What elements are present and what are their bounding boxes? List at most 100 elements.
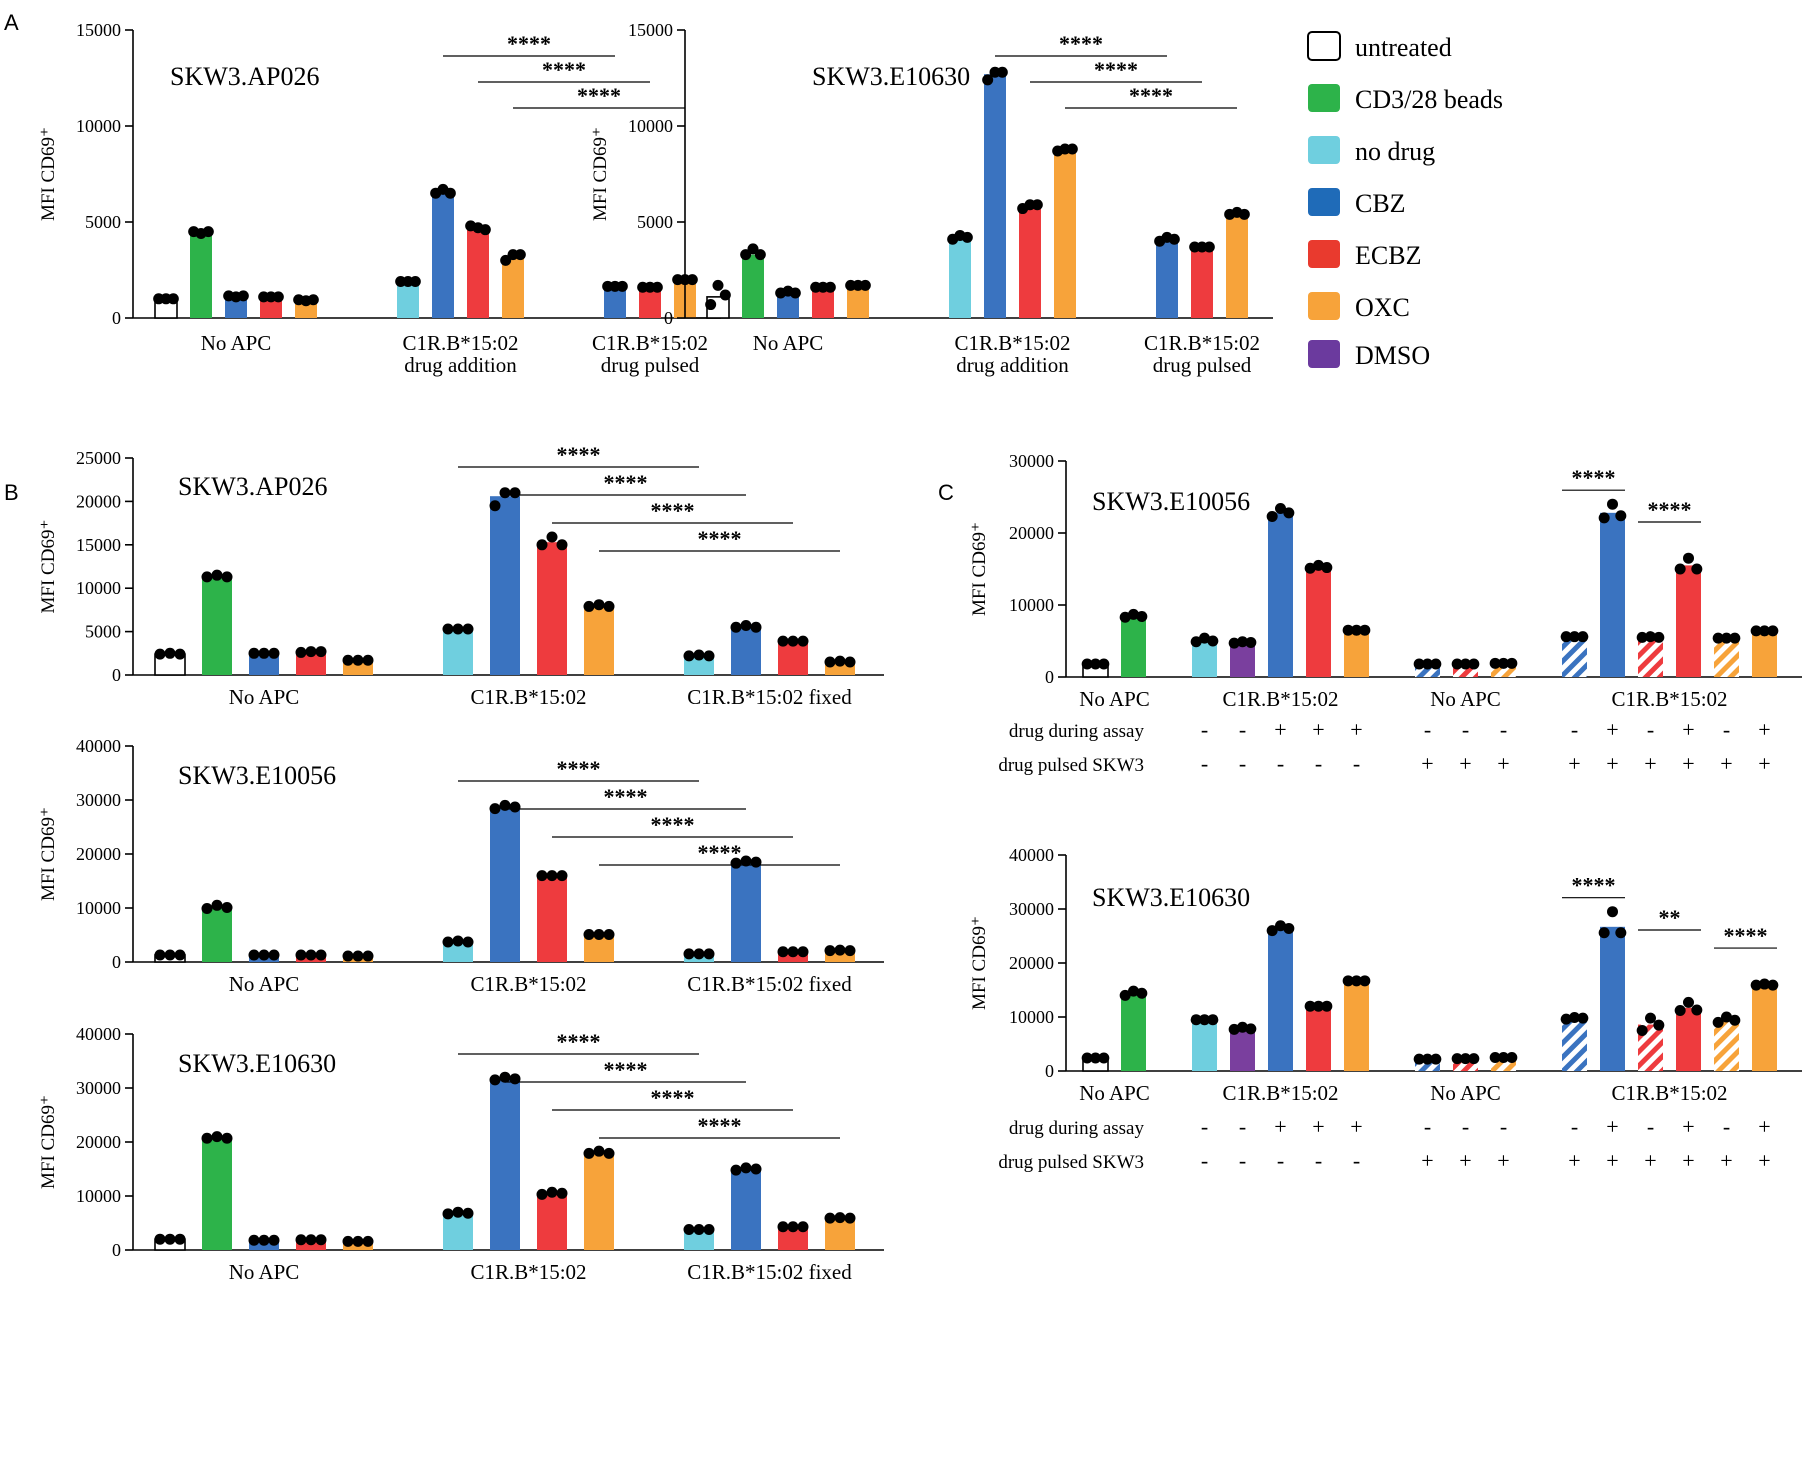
y-tick-label: 10000 <box>76 1186 121 1206</box>
sig-label: ** <box>1659 905 1681 930</box>
data-point <box>1081 658 1093 670</box>
legend-swatch <box>1308 84 1340 112</box>
data-point <box>1136 611 1148 623</box>
legend-item: no drug <box>1308 136 1435 166</box>
assay-mark: - <box>1647 717 1654 742</box>
bar-cbz <box>731 1169 761 1250</box>
bar-beads <box>202 907 232 962</box>
data-point <box>616 280 628 292</box>
group-label: drug pulsed <box>601 353 700 377</box>
y-tick-label: 30000 <box>76 1078 121 1098</box>
legend-swatch <box>1308 136 1340 164</box>
data-point <box>740 1162 752 1174</box>
assay-mark: + <box>1758 1114 1770 1139</box>
data-point <box>201 1132 213 1144</box>
data-point <box>1468 658 1480 670</box>
data-point <box>1207 1014 1219 1026</box>
data-point <box>824 1212 836 1224</box>
data-point <box>1691 1004 1703 1016</box>
y-tick-label: 20000 <box>76 1132 121 1152</box>
bar-beads <box>202 1138 232 1250</box>
data-point <box>1674 563 1686 575</box>
bar-ecbz <box>260 296 282 318</box>
data-point <box>1560 1013 1572 1025</box>
data-point <box>174 1233 186 1245</box>
data-point <box>1653 1019 1665 1031</box>
assay-mark: + <box>1274 717 1286 742</box>
data-point <box>683 948 695 960</box>
assay-mark: - <box>1424 1114 1431 1139</box>
data-point <box>164 1233 176 1245</box>
bar-ecbz <box>1306 567 1331 677</box>
pulsed-mark: + <box>1459 751 1471 776</box>
row-label: drug pulsed SKW3 <box>998 755 1144 776</box>
y-tick-label: 10000 <box>76 898 121 918</box>
data-point <box>1207 635 1219 647</box>
legend-item: OXC <box>1308 292 1410 322</box>
data-point <box>1636 631 1648 643</box>
y-tick-label: 5000 <box>637 212 673 232</box>
pulsed-mark: - <box>1239 751 1246 776</box>
data-point <box>1615 510 1627 522</box>
pulsed-mark: + <box>1758 1148 1770 1173</box>
data-point <box>1712 632 1724 644</box>
data-point <box>1560 631 1572 643</box>
data-point <box>305 949 317 961</box>
data-point <box>1489 657 1501 669</box>
data-point <box>1203 241 1215 253</box>
data-point <box>154 949 166 961</box>
data-point <box>1190 1014 1202 1026</box>
data-point <box>362 1235 374 1247</box>
data-point <box>305 646 317 658</box>
data-point <box>1321 562 1333 574</box>
data-point <box>154 648 166 660</box>
data-point <box>352 950 364 962</box>
data-point <box>164 949 176 961</box>
y-tick-label: 0 <box>1045 1061 1054 1081</box>
data-point <box>1283 922 1295 934</box>
data-point <box>1422 1053 1433 1065</box>
data-point <box>1066 143 1078 155</box>
assay-mark: - <box>1462 1114 1469 1139</box>
y-tick-label: 0 <box>112 665 121 685</box>
sig-label: **** <box>557 756 601 781</box>
pulsed-mark: - <box>1201 751 1208 776</box>
data-point <box>1199 632 1210 644</box>
data-point <box>509 487 521 499</box>
data-point <box>750 1163 762 1175</box>
group-label: No APC <box>201 331 272 355</box>
group-label: C1R.B*15:02 fixed <box>687 685 852 709</box>
data-point <box>834 944 846 956</box>
data-point <box>1237 636 1248 648</box>
bar-cbz <box>490 807 520 962</box>
sig-label: **** <box>651 498 695 523</box>
data-point <box>683 650 695 662</box>
data-point <box>1577 631 1589 643</box>
data-point <box>1598 512 1610 524</box>
pulsed-mark: + <box>1606 751 1618 776</box>
data-point <box>499 487 511 499</box>
data-point <box>342 654 354 666</box>
assay-mark: + <box>1682 717 1694 742</box>
data-point <box>221 901 233 913</box>
y-tick-label: 5000 <box>85 622 121 642</box>
data-point <box>509 1073 521 1085</box>
group-label: No APC <box>753 331 824 355</box>
bar-nodrug <box>949 239 971 318</box>
data-point <box>509 801 521 813</box>
data-point <box>1119 989 1131 1001</box>
y-tick-label: 10000 <box>76 578 121 598</box>
data-point <box>583 928 595 940</box>
y-tick-label: 10000 <box>1009 1007 1054 1027</box>
bar-ecbz <box>1306 1006 1331 1071</box>
data-point <box>750 856 762 868</box>
data-point <box>1674 1005 1686 1017</box>
data-point <box>295 1234 307 1246</box>
data-point <box>683 1223 695 1235</box>
data-point <box>201 903 213 915</box>
data-point <box>362 654 374 666</box>
bar-cbz <box>731 862 761 962</box>
data-point <box>489 803 501 815</box>
y-tick-label: 15000 <box>628 20 673 40</box>
data-point <box>712 279 724 291</box>
